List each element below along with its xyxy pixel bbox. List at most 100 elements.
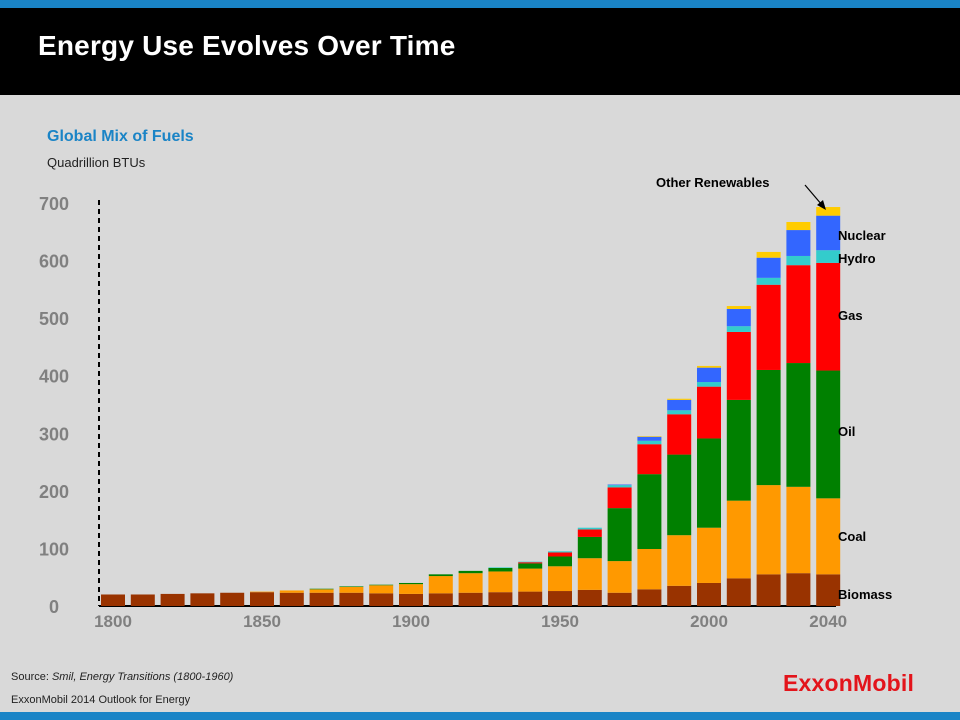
bar-segment-nuclear — [816, 215, 841, 251]
annotation-arrow-line — [804, 184, 823, 206]
bar-segment-oil — [786, 363, 811, 487]
y-tick-label: 300 — [39, 424, 69, 444]
bar-segment-other-renewables — [637, 436, 662, 437]
bar-segment-gas — [816, 262, 841, 371]
legend-label-oil: Oil — [838, 424, 855, 439]
y-tick-label: 200 — [39, 482, 69, 502]
bar-segment-coal — [607, 561, 632, 593]
bar-segment-nuclear — [786, 230, 811, 256]
bar-segment-gas — [577, 529, 602, 537]
bar-segment-oil — [309, 588, 334, 590]
bar-segment-coal — [697, 527, 721, 583]
bar-segment-hydro — [786, 255, 811, 266]
bar-segment-nuclear — [667, 399, 692, 411]
bar-segment-coal — [250, 591, 274, 593]
x-tick-label: 1900 — [392, 612, 430, 631]
bar-segment-oil — [577, 536, 602, 559]
bar-segment-hydro — [548, 551, 572, 553]
bar-segment-coal — [756, 485, 781, 575]
bar-segment-coal — [488, 571, 513, 593]
bar-segment-gas — [667, 414, 692, 455]
bar-segment-oil — [726, 399, 751, 501]
bar-segment-coal — [577, 558, 602, 590]
bar-segment-biomass — [220, 592, 245, 606]
bar-segment-hydro — [667, 410, 692, 415]
x-axis: 1800 1850 1900 1950 2000 2040 — [94, 605, 847, 631]
bar-segment-coal — [279, 590, 304, 593]
bar-segment-coal — [399, 584, 423, 594]
bar-segment-biomass — [518, 591, 543, 606]
chart-title: Global Mix of Fuels — [47, 128, 194, 145]
bar-segment-hydro — [816, 250, 841, 263]
bar-segment-oil — [607, 508, 632, 562]
bar-segment-oil — [548, 556, 572, 567]
legend-label-gas: Gas — [838, 308, 863, 323]
bar-segment-oil — [458, 570, 483, 574]
bar-segment-hydro — [607, 485, 632, 488]
bar-segment-other-renewables — [667, 398, 692, 400]
bar-segment-coal — [786, 486, 811, 574]
bar-segment-biomass — [488, 592, 513, 606]
bar-segment-biomass — [637, 589, 662, 606]
bar-segment-other-renewables — [816, 207, 841, 216]
annotation-arrowhead — [817, 200, 826, 210]
bar-segment-coal — [458, 573, 483, 593]
outlook-note: ExxonMobil 2014 Outlook for Energy — [11, 694, 191, 706]
bar-segment-biomass — [130, 594, 155, 606]
bar-segment-biomass — [607, 592, 632, 606]
bar-segment-biomass — [339, 592, 364, 606]
bar-segment-biomass — [190, 593, 215, 606]
bar-segment-oil — [369, 584, 394, 586]
bar-segment-gas — [786, 265, 811, 364]
bar-segment-biomass — [726, 578, 751, 606]
bar-segment-hydro — [577, 527, 602, 530]
bar-segment-coal — [309, 589, 334, 593]
legend-label-nuclear: Nuclear — [838, 228, 886, 243]
bars-group — [101, 207, 841, 606]
bar-segment-biomass — [697, 582, 721, 606]
source-citation: Smil, Energy Transitions (1800-1960) — [51, 671, 234, 683]
bar-segment-oil — [697, 438, 721, 528]
bar-segment-hydro — [518, 561, 543, 563]
bar-segment-oil — [339, 586, 364, 588]
bar-segment-gas — [756, 284, 781, 370]
bottom-accent-stripe — [0, 712, 960, 720]
x-tick-label: 1800 — [94, 612, 132, 631]
bar-segment-biomass — [250, 592, 274, 606]
bar-segment-nuclear — [697, 367, 721, 383]
bar-segment-biomass — [309, 592, 334, 606]
x-tick-label: 2000 — [690, 612, 728, 631]
legend-labels: Biomass Coal Oil Gas Hydro Nuclear Other Renew… — [656, 175, 892, 602]
bar-segment-other-renewables — [726, 306, 751, 309]
bar-segment-oil — [399, 582, 423, 585]
bar-segment-coal — [637, 549, 662, 590]
y-tick-label: 100 — [39, 539, 69, 559]
legend-label-coal: Coal — [838, 529, 866, 544]
x-tick-label: 1850 — [243, 612, 281, 631]
y-axis: 0 100 200 300 400 500 600 700 — [39, 194, 100, 617]
bar-segment-gas — [518, 562, 543, 564]
source-note: Source: Smil, Energy Transitions (1800-1… — [11, 671, 233, 683]
y-tick-label: 500 — [39, 309, 69, 329]
bar-segment-gas — [637, 444, 662, 475]
bar-segment-other-renewables — [697, 365, 721, 368]
legend-label-biomass: Biomass — [838, 587, 892, 602]
bar-segment-oil — [756, 369, 781, 486]
bar-segment-biomass — [756, 574, 781, 606]
bar-segment-nuclear — [756, 257, 781, 278]
bar-segment-hydro — [488, 567, 513, 569]
source-prefix: Source: — [11, 671, 52, 683]
legend-label-other-renewables: Other Renewables — [656, 175, 769, 190]
bar-segment-biomass — [399, 593, 423, 606]
page-title: Energy Use Evolves Over Time — [38, 30, 456, 61]
legend-label-hydro: Hydro — [838, 251, 876, 266]
bar-segment-gas — [548, 552, 572, 557]
bar-segment-coal — [667, 535, 692, 586]
y-tick-label: 400 — [39, 367, 69, 387]
bar-segment-oil — [428, 574, 453, 577]
y-tick-label: 600 — [39, 252, 69, 272]
bar-segment-gas — [607, 487, 632, 509]
chart-unit-label: Quadrillion BTUs — [47, 155, 146, 170]
bar-segment-coal — [369, 585, 394, 594]
bar-segment-oil — [488, 568, 513, 572]
